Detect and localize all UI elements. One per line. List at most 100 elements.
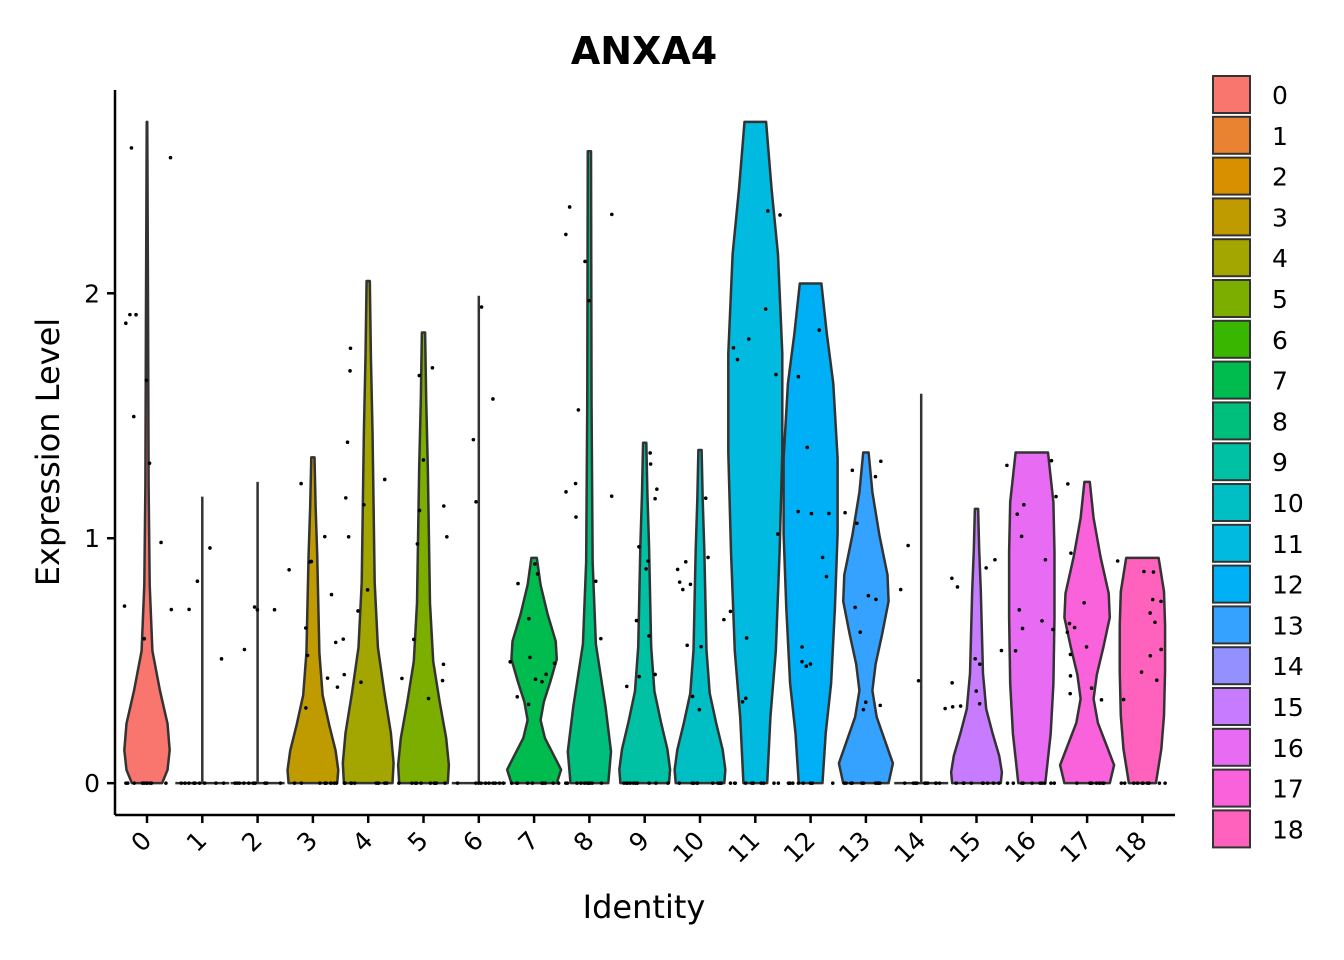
point-6 [474, 499, 478, 504]
point-0 [140, 781, 145, 785]
point-9 [653, 496, 657, 501]
point-7 [535, 572, 540, 576]
point-0 [144, 378, 149, 383]
legend-label-13: 13 [1272, 611, 1304, 640]
point-3 [292, 781, 297, 785]
point-2 [272, 607, 277, 612]
point-17 [1090, 781, 1094, 785]
point-1 [187, 607, 191, 612]
point-0 [142, 636, 147, 641]
point-12 [796, 781, 801, 785]
point-16 [1021, 781, 1025, 785]
point-0 [147, 461, 152, 466]
point-8 [574, 515, 578, 519]
point-5 [428, 781, 433, 785]
point-12 [809, 511, 814, 516]
point-17 [1082, 600, 1086, 605]
point-5 [430, 365, 435, 370]
legend-swatch-8 [1212, 401, 1251, 441]
legend-label-2: 2 [1272, 163, 1288, 192]
legend-label-5: 5 [1272, 285, 1288, 314]
point-0 [159, 540, 163, 545]
violin-10 [673, 448, 727, 785]
point-16 [1005, 463, 1009, 468]
point-4 [348, 369, 352, 373]
point-17 [1084, 645, 1089, 649]
point-2 [233, 781, 237, 785]
legend-label-0: 0 [1272, 81, 1288, 110]
point-10 [681, 587, 685, 592]
point-18 [1148, 611, 1152, 615]
point-1 [187, 781, 191, 785]
point-15 [991, 781, 996, 785]
point-17 [1075, 781, 1079, 785]
point-11 [774, 372, 778, 377]
point-0 [129, 146, 134, 150]
violin-8 [566, 149, 613, 785]
point-18 [1131, 781, 1136, 785]
point-5 [443, 781, 447, 785]
point-15 [954, 781, 958, 785]
point-15 [974, 689, 979, 693]
point-10 [683, 560, 688, 564]
legend-label-16: 16 [1272, 734, 1304, 763]
point-17 [1099, 698, 1104, 702]
point-18 [1153, 620, 1157, 625]
point-3 [332, 781, 337, 785]
point-11 [763, 307, 768, 311]
point-17 [1066, 482, 1070, 486]
point-11 [731, 346, 736, 350]
point-4 [382, 477, 387, 482]
x-tick-label: 0 [125, 826, 157, 858]
point-0 [124, 321, 128, 326]
point-13 [873, 474, 878, 479]
point-18 [1155, 678, 1159, 682]
point-2 [241, 781, 246, 785]
point-7 [556, 781, 561, 785]
point-7 [516, 581, 520, 586]
legend-label-15: 15 [1272, 693, 1304, 722]
point-8 [582, 781, 587, 785]
point-6 [501, 781, 506, 785]
point-15 [993, 557, 997, 562]
point-5 [445, 534, 449, 539]
point-18 [1157, 781, 1162, 785]
point-18 [1122, 781, 1127, 785]
point-0 [122, 604, 127, 608]
point-11 [766, 209, 770, 213]
legend-swatch-14 [1212, 646, 1251, 686]
point-6 [487, 781, 491, 785]
point-16 [1049, 781, 1053, 785]
point-18 [1151, 570, 1156, 574]
point-12 [817, 328, 821, 332]
violin-9 [618, 441, 672, 785]
point-5 [419, 781, 423, 785]
legend-label-12: 12 [1272, 571, 1304, 600]
x-tick-label: 2 [236, 826, 268, 858]
point-7 [533, 562, 537, 566]
point-0 [131, 414, 136, 419]
x-tick-label: 1 [181, 826, 213, 858]
point-5 [421, 458, 426, 462]
point-0 [164, 781, 168, 785]
legend-swatch-0 [1212, 75, 1251, 114]
point-1 [221, 781, 226, 785]
point-10 [706, 555, 710, 560]
point-12 [808, 662, 813, 666]
y-tick-label: 1 [84, 524, 100, 553]
x-tick-label: 15 [944, 826, 987, 869]
point-9 [655, 487, 659, 491]
point-3 [333, 640, 338, 645]
point-2 [242, 647, 247, 652]
point-12 [810, 781, 814, 785]
point-15 [969, 781, 974, 785]
point-8 [567, 205, 572, 209]
x-tick-label: 16 [999, 826, 1042, 869]
point-5 [414, 781, 419, 785]
point-16 [1030, 781, 1034, 785]
point-16 [1054, 494, 1058, 499]
point-14 [943, 706, 947, 711]
point-4 [348, 346, 353, 351]
point-4 [344, 496, 348, 500]
point-14 [937, 781, 942, 785]
